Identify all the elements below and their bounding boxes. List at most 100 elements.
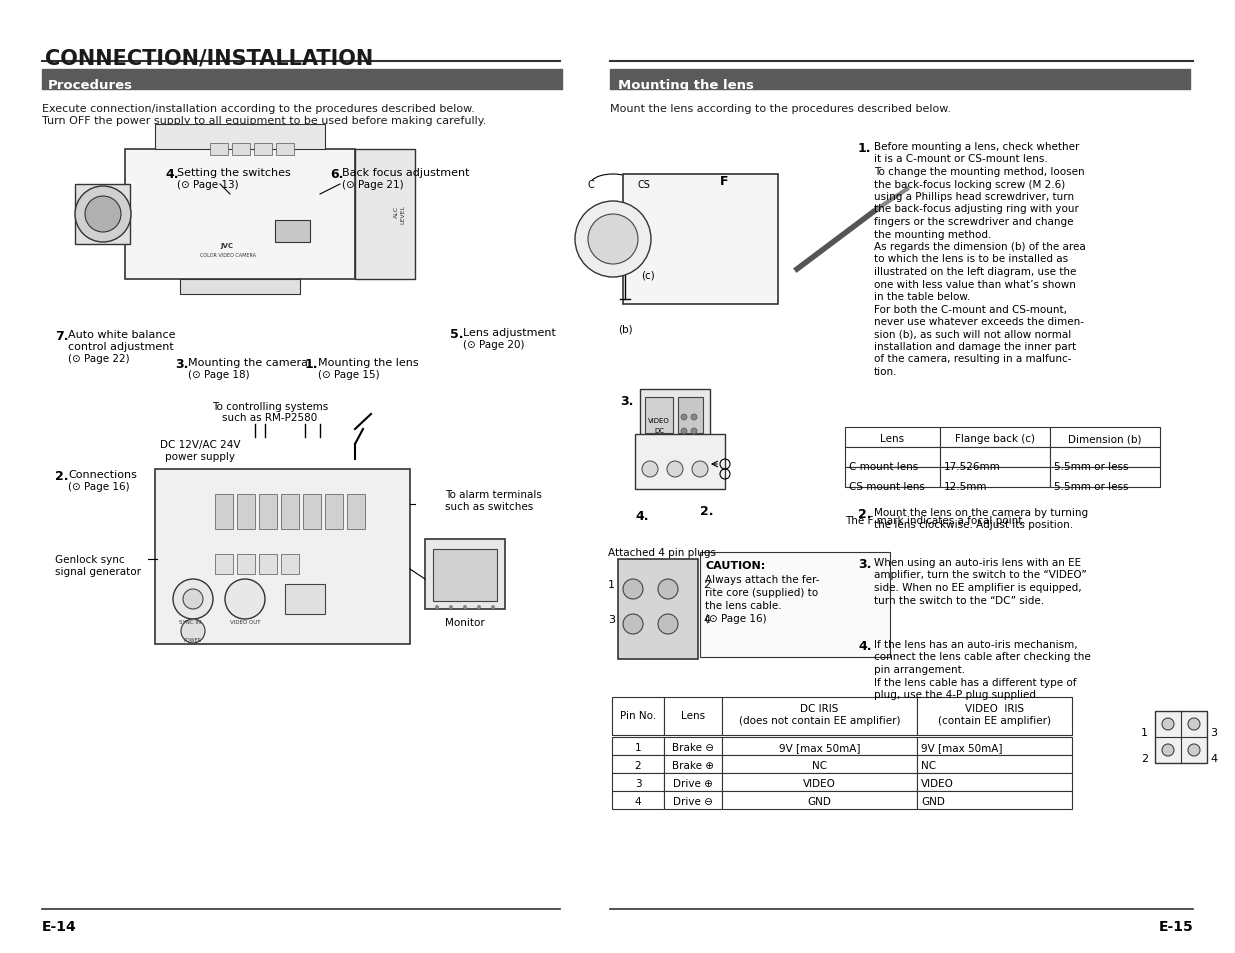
Circle shape	[658, 615, 678, 635]
Text: GND: GND	[808, 796, 831, 806]
Text: Setting the switches: Setting the switches	[177, 168, 290, 178]
Bar	[613, 791, 664, 809]
Text: to which the lens is to be installed as: to which the lens is to be installed as	[874, 254, 1068, 264]
Bar	[722, 698, 918, 735]
Text: To alarm terminals: To alarm terminals	[445, 490, 542, 499]
Text: DC 12V/AC 24V: DC 12V/AC 24V	[159, 439, 241, 450]
Bar	[347, 495, 366, 530]
Text: Execute connection/installation according to the procedures described below.: Execute connection/installation accordin…	[42, 104, 475, 113]
Circle shape	[692, 415, 697, 420]
Circle shape	[680, 415, 687, 420]
Text: control adjustment: control adjustment	[68, 341, 174, 352]
Circle shape	[477, 605, 480, 609]
Text: illustrated on the left diagram, use the: illustrated on the left diagram, use the	[874, 267, 1077, 276]
Text: 3.: 3.	[175, 357, 189, 371]
Text: GND: GND	[921, 796, 945, 806]
Text: Before mounting a lens, check whether: Before mounting a lens, check whether	[874, 142, 1079, 152]
Text: connect the lens cable after checking the: connect the lens cable after checking th…	[874, 652, 1091, 661]
Bar	[259, 495, 277, 530]
Text: of the camera, resulting in a malfunc-: of the camera, resulting in a malfunc-	[874, 355, 1072, 364]
Circle shape	[1188, 744, 1200, 757]
Bar	[700, 553, 890, 658]
Text: (⊙ Page 16): (⊙ Page 16)	[68, 481, 130, 492]
Text: (⊙ Page 15): (⊙ Page 15)	[317, 370, 379, 379]
Bar	[635, 435, 725, 490]
Text: VIDEO: VIDEO	[648, 417, 669, 423]
Circle shape	[492, 605, 495, 609]
Text: ALC
LEVEL: ALC LEVEL	[394, 205, 405, 224]
Text: C mount lens: C mount lens	[848, 461, 919, 472]
Circle shape	[622, 579, 643, 599]
Text: (c): (c)	[641, 270, 655, 280]
Text: DC IRIS: DC IRIS	[800, 703, 839, 713]
Circle shape	[1162, 719, 1174, 730]
Circle shape	[182, 619, 205, 643]
Text: (⊙ Page 20): (⊙ Page 20)	[463, 339, 525, 350]
Bar	[613, 755, 664, 773]
Text: 1.: 1.	[858, 142, 872, 154]
Text: Connections: Connections	[68, 470, 137, 479]
Circle shape	[1162, 744, 1174, 757]
Text: Drive ⊕: Drive ⊕	[673, 779, 713, 788]
Text: 5.: 5.	[450, 328, 463, 340]
Circle shape	[183, 589, 203, 609]
Text: pin arrangement.: pin arrangement.	[874, 664, 965, 675]
Text: 4.: 4.	[165, 168, 179, 181]
Circle shape	[450, 605, 453, 609]
Text: (contain EE amplifier): (contain EE amplifier)	[939, 716, 1051, 725]
Text: such as switches: such as switches	[445, 501, 534, 512]
Text: Lens: Lens	[680, 710, 705, 720]
Bar	[722, 755, 918, 773]
Bar	[125, 150, 354, 280]
Text: amplifier, turn the switch to the “VIDEO”: amplifier, turn the switch to the “VIDEO…	[874, 570, 1087, 579]
Text: Lens: Lens	[881, 434, 904, 443]
Text: Drive ⊖: Drive ⊖	[673, 796, 713, 806]
Text: 9V [max 50mA]: 9V [max 50mA]	[921, 742, 1003, 752]
Bar	[259, 555, 277, 575]
Text: Auto white balance: Auto white balance	[68, 330, 175, 339]
Circle shape	[576, 202, 651, 277]
Bar	[613, 738, 664, 755]
Bar	[1050, 428, 1160, 448]
Text: Mounting the lens: Mounting the lens	[618, 79, 753, 91]
Bar	[613, 773, 664, 791]
Text: 12.5mm: 12.5mm	[944, 481, 988, 492]
Text: Dimension (b): Dimension (b)	[1068, 434, 1141, 443]
Text: Always attach the fer-: Always attach the fer-	[705, 575, 820, 584]
Bar	[275, 144, 294, 156]
Text: For both the C-mount and CS-mount,: For both the C-mount and CS-mount,	[874, 304, 1067, 314]
Bar	[354, 150, 415, 280]
Bar	[845, 428, 940, 448]
Text: (⊙ Page 13): (⊙ Page 13)	[177, 180, 238, 190]
Text: 2: 2	[635, 760, 641, 770]
Text: it is a C-mount or CS-mount lens.: it is a C-mount or CS-mount lens.	[874, 154, 1047, 164]
Bar	[285, 584, 325, 615]
Text: such as RM-P2580: such as RM-P2580	[222, 413, 317, 422]
Text: Brake ⊕: Brake ⊕	[672, 760, 714, 770]
Text: 4: 4	[635, 796, 641, 806]
Bar	[722, 773, 918, 791]
Text: 5.5mm or less: 5.5mm or less	[1053, 481, 1129, 492]
Text: 9V [max 50mA]: 9V [max 50mA]	[779, 742, 861, 752]
Circle shape	[1188, 719, 1200, 730]
Text: 1: 1	[635, 742, 641, 752]
Text: As regards the dimension (b) of the area: As regards the dimension (b) of the area	[874, 242, 1086, 252]
Text: signal generator: signal generator	[56, 566, 141, 577]
Text: Genlock sync: Genlock sync	[56, 555, 125, 564]
Bar	[645, 397, 673, 434]
Text: 1: 1	[1141, 727, 1149, 738]
Text: one with less value than what’s shown: one with less value than what’s shown	[874, 279, 1076, 289]
Text: 3.: 3.	[620, 395, 634, 408]
Text: COLOR VIDEO CAMERA: COLOR VIDEO CAMERA	[200, 253, 256, 257]
Bar	[664, 738, 722, 755]
Text: NC: NC	[811, 760, 827, 770]
Bar	[433, 550, 496, 601]
Bar	[75, 185, 130, 245]
Text: never use whatever exceeds the dimen-: never use whatever exceeds the dimen-	[874, 316, 1084, 327]
Text: POWER: POWER	[184, 638, 203, 642]
Text: Monitor: Monitor	[445, 618, 485, 627]
Text: 1: 1	[608, 579, 615, 589]
Text: NC: NC	[921, 760, 936, 770]
Text: fingers or the screwdriver and change: fingers or the screwdriver and change	[874, 216, 1073, 227]
Circle shape	[692, 461, 708, 477]
